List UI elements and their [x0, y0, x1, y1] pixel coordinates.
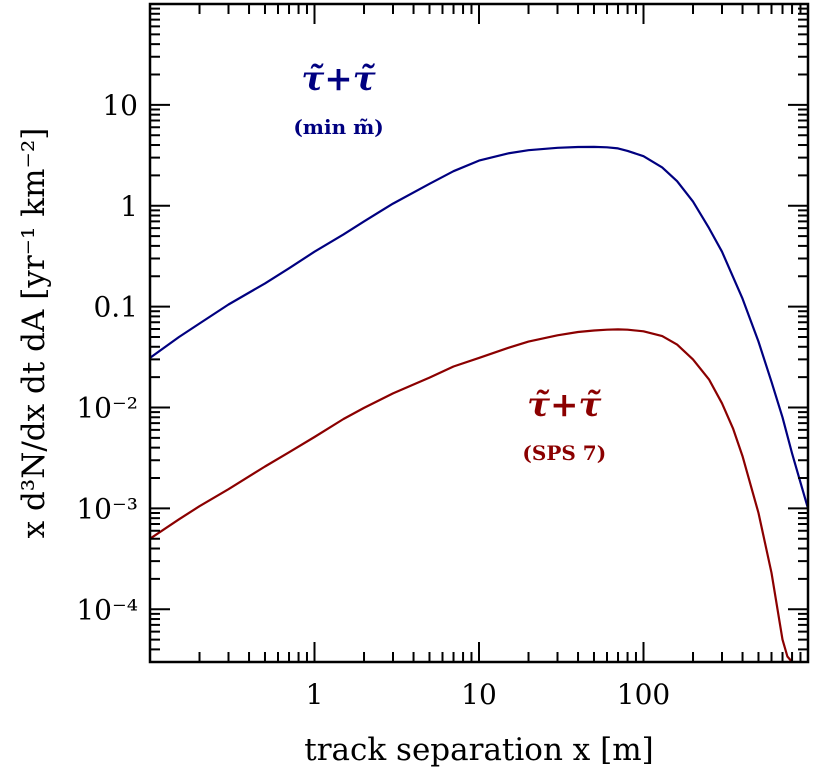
y-tick-label: 10⁻² — [76, 392, 138, 425]
x-tick-label: 100 — [617, 678, 670, 711]
annotation-label: τ̃+τ̃ — [301, 59, 375, 99]
x-tick-label: 10 — [461, 678, 497, 711]
y-tick-label: 10⁻³ — [76, 492, 138, 525]
x-axis-title: track separation x [m] — [304, 732, 653, 768]
series-line-2 — [150, 328, 793, 662]
y-tick-label: 10⁻⁴ — [76, 593, 138, 626]
y-tick-label: 0.1 — [93, 291, 138, 324]
ticks-layer — [149, 4, 808, 663]
x-tick-label: 1 — [306, 678, 324, 711]
series-line-1 — [150, 145, 808, 509]
plot-frame — [148, 2, 810, 664]
annotation-sublabel: (min m̃) — [293, 115, 383, 139]
annotations: τ̃+τ̃ (min m̃) τ̃+τ̃ (SPS 7) — [293, 59, 606, 465]
y-tick-label: 1 — [120, 190, 138, 223]
tick-labels: 1 10 100 10 1 0.1 10⁻² 10⁻³ 10⁻⁴ — [76, 89, 670, 711]
y-tick-label: 10 — [102, 89, 138, 122]
series-layer — [150, 145, 808, 662]
annotation-label: τ̃+τ̃ — [527, 385, 601, 425]
y-axis-title: x d³N/dx dt dA [yr⁻¹ km⁻²] — [16, 128, 52, 539]
annotation-sublabel: (SPS 7) — [522, 441, 606, 465]
